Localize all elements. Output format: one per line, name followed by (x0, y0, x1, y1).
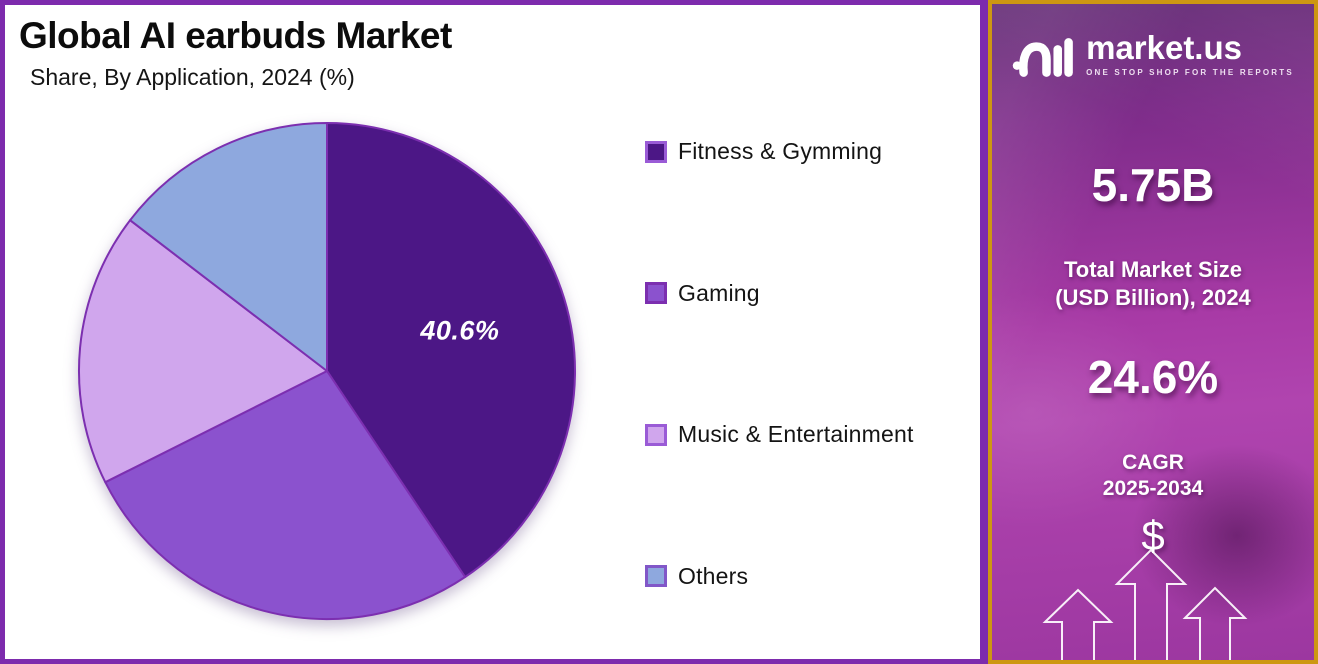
legend-label: Music & Entertainment (678, 421, 914, 448)
cagr-label: CAGR 2025-2034 (992, 450, 1314, 503)
pie-slice-others (129, 122, 328, 372)
pie-chart: 40.6% (77, 122, 577, 620)
pie-slice-fitness-gymming (326, 122, 577, 578)
legend-item-fitness-gymming: Fitness & Gymming (645, 138, 914, 165)
legend-swatch-gaming (645, 282, 667, 305)
legend-label: Others (678, 562, 749, 589)
pie-slice-music-entertainment (77, 219, 328, 484)
legend-swatch-others (645, 565, 667, 588)
pie-slice-gaming (104, 370, 467, 620)
market-size-label-line2: (USD Billion), 2024 (1055, 284, 1251, 310)
market-size-value: 5.75B (1091, 159, 1215, 211)
legend-swatch-fitness-gymming (645, 140, 667, 163)
legend-label: Fitness & Gymming (678, 138, 883, 164)
logo: market.us ONE STOP SHOP FOR THE REPORTS (992, 30, 1314, 78)
legend-label: Gaming (678, 279, 760, 306)
legend-item-music-entertainment: Music & Entertainment (645, 421, 914, 448)
market-size-label: Total Market Size (USD Billion), 2024 (992, 256, 1314, 311)
legend: Fitness & Gymming Gaming Music & Entertain… (645, 138, 914, 590)
dollar-icon: $ (1141, 512, 1165, 559)
brand-name: market.us (1086, 29, 1242, 66)
brand-tagline: ONE STOP SHOP FOR THE REPORTS (1086, 68, 1294, 77)
legend-item-gaming: Gaming (645, 280, 914, 307)
cagr-label-line2: 2025-2034 (1102, 477, 1204, 501)
cagr-label-line1: CAGR (1122, 451, 1184, 474)
market-size-label-line1: Total Market Size (1063, 257, 1243, 282)
brand-panel: market.us ONE STOP SHOP FOR THE REPORTS … (988, 0, 1318, 664)
page-title: Global AI earbuds Market (19, 15, 452, 56)
growth-arrows-icon (1042, 548, 1248, 660)
logo-text: market.us ONE STOP SHOP FOR THE REPORTS (1086, 31, 1294, 77)
chart-area: Global AI earbuds Market Share, By Appli… (0, 0, 988, 664)
cagr-value: 24.6% (1087, 351, 1219, 403)
legend-item-others: Others (645, 563, 914, 590)
chart-subtitle: Share, By Application, 2024 (%) (30, 63, 355, 90)
marketus-logo-icon (1012, 38, 1073, 77)
pie-data-label: 40.6% (419, 316, 499, 346)
legend-swatch-music-entertainment (645, 423, 667, 446)
